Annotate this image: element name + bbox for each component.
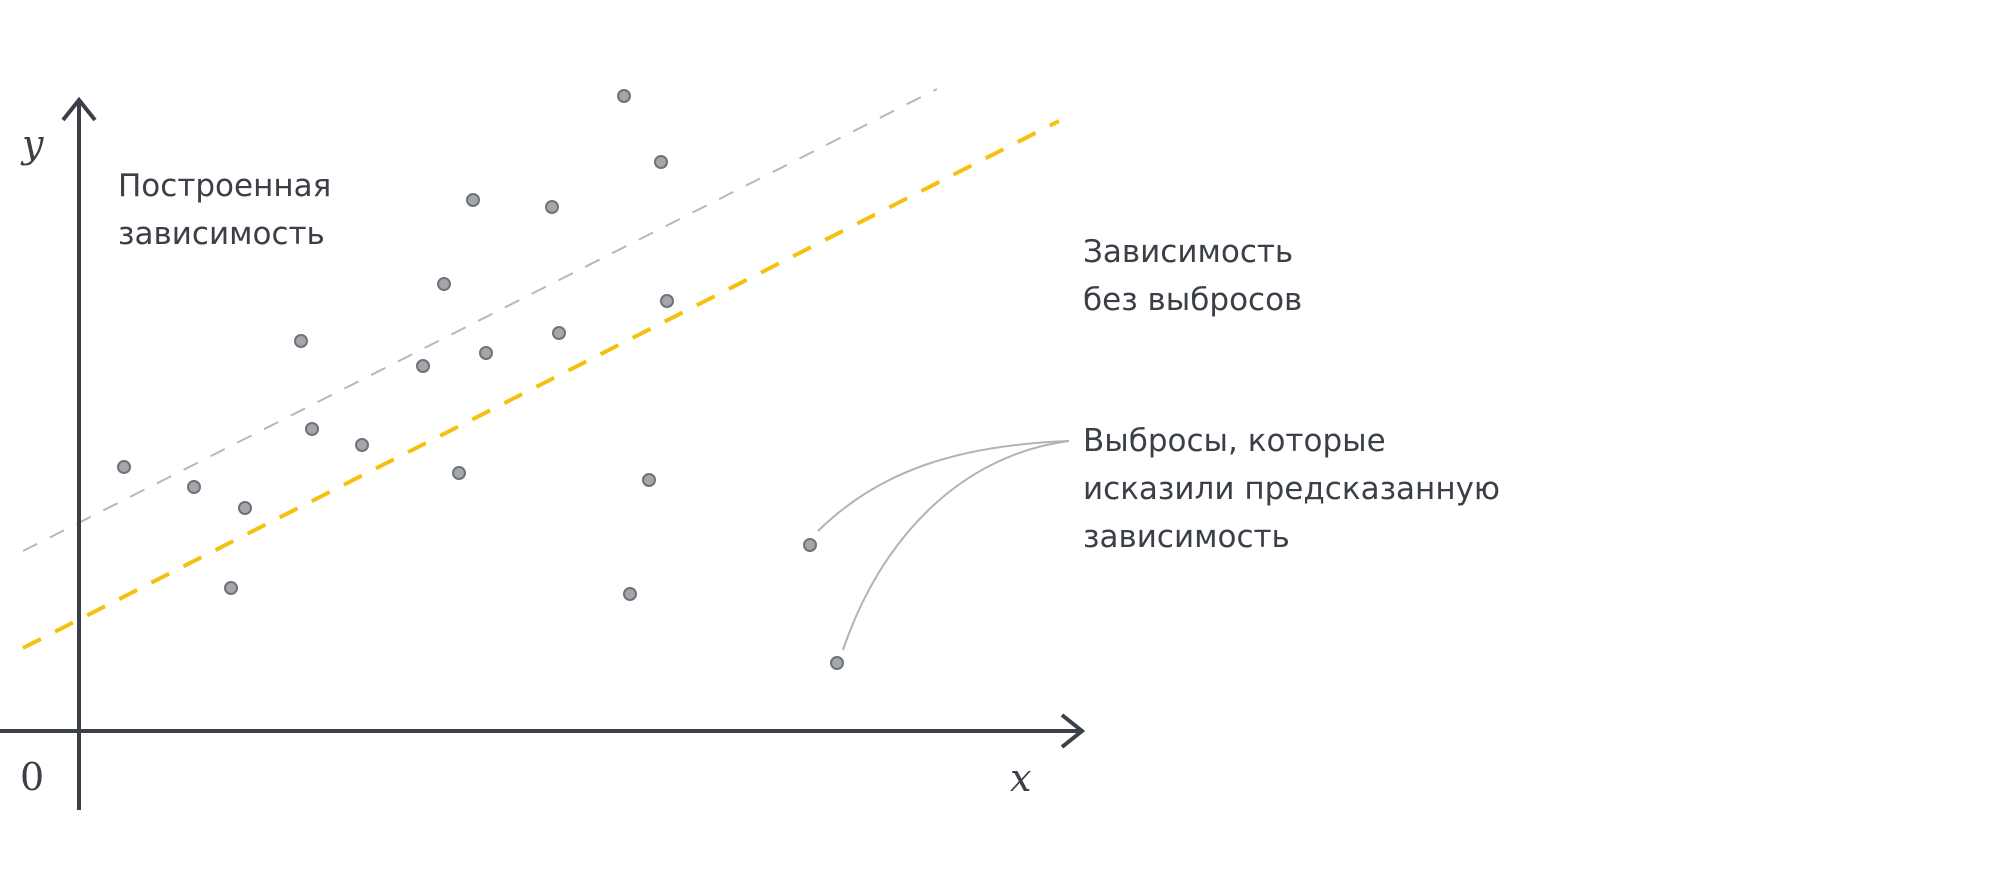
outlier-point <box>830 656 844 670</box>
data-point <box>224 581 238 595</box>
data-point <box>642 473 656 487</box>
y-axis-label: y <box>22 122 44 166</box>
annotation-line: зависимость <box>1083 519 1290 555</box>
no-outlier-annotation: Зависимость без выбросов <box>1083 228 1302 324</box>
data-point <box>305 422 319 436</box>
data-point <box>187 480 201 494</box>
outlier-leader-line <box>842 440 1070 651</box>
annotation-line: Зависимость <box>1083 234 1294 270</box>
data-point <box>355 438 369 452</box>
data-point <box>437 277 451 291</box>
outlier-leader-line <box>817 440 1070 532</box>
annotation-line: Выбросы, которые <box>1083 423 1386 459</box>
data-point <box>479 346 493 360</box>
data-point <box>466 193 480 207</box>
x-axis-arrow-icon <box>1060 713 1086 749</box>
data-point <box>654 155 668 169</box>
origin-label: 0 <box>20 755 45 799</box>
data-point <box>452 466 466 480</box>
annotation-line: без выбросов <box>1083 282 1303 318</box>
data-point <box>552 326 566 340</box>
data-point <box>294 334 308 348</box>
annotation-line: Построенная <box>118 168 332 204</box>
data-point <box>416 359 430 373</box>
data-point <box>623 587 637 601</box>
data-point <box>545 200 559 214</box>
data-point <box>617 89 631 103</box>
fitted-line-annotation: Построенная зависимость <box>118 162 331 258</box>
data-point <box>238 501 252 515</box>
outlier-point <box>803 538 817 552</box>
no-outlier-trend-line <box>22 88 938 552</box>
x-axis-label: x <box>1010 756 1032 800</box>
data-point <box>660 294 674 308</box>
annotation-line: зависимость <box>118 216 325 252</box>
fitted-trend-line <box>22 119 1060 650</box>
outliers-annotation: Выбросы, которые исказили предсказанную … <box>1083 417 1500 561</box>
annotation-line: исказили предсказанную <box>1083 471 1501 507</box>
y-axis-arrow-icon <box>61 96 97 122</box>
data-point <box>117 460 131 474</box>
